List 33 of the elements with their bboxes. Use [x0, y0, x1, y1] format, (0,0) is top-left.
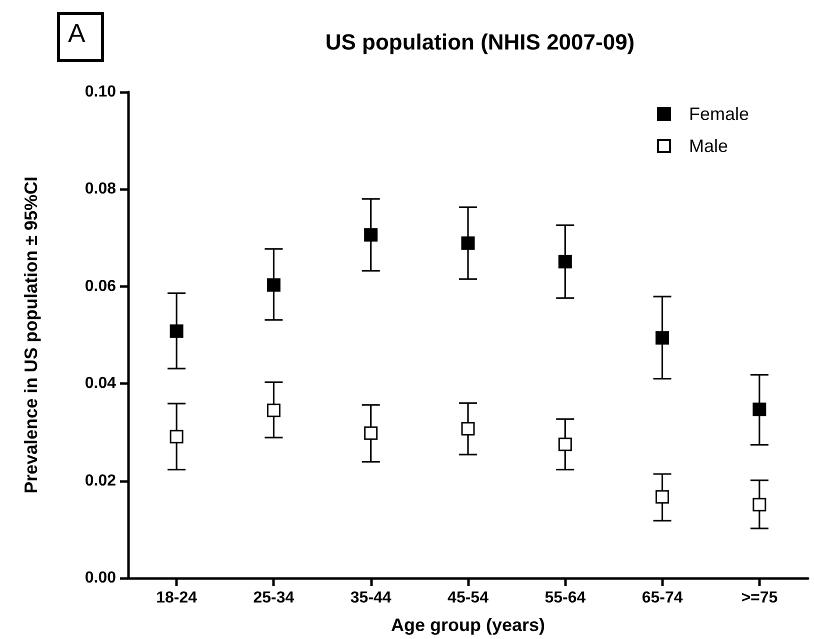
point [170, 430, 184, 444]
point [752, 402, 766, 416]
x-axis-title: Age group (years) [390, 615, 546, 635]
point [656, 490, 670, 504]
y-tick-label: 0.06 [84, 278, 116, 295]
point [170, 324, 184, 338]
chart-title: US population (NHIS 2007-09) [325, 30, 635, 54]
point [461, 236, 475, 250]
y-tick-label: 0.02 [84, 472, 116, 490]
y-tick-label: 0.08 [84, 180, 116, 198]
text: A [68, 18, 86, 48]
point [364, 228, 378, 242]
y-tick-label: 0.04 [84, 375, 116, 392]
point [266, 278, 280, 292]
point [558, 438, 572, 452]
y-tick-label: 0.00 [84, 570, 116, 586]
point [266, 404, 280, 418]
point [558, 254, 572, 268]
x-tick-label: 65-74 [642, 590, 683, 606]
point [461, 422, 475, 436]
x-tick-label: 18-24 [156, 590, 198, 606]
x-tick-label: 45-54 [448, 590, 489, 606]
y-tick-label: 0.10 [84, 84, 116, 100]
point [364, 426, 378, 440]
x-tick-label: 25-34 [253, 590, 294, 606]
x-tick-label: >=75 [741, 590, 778, 606]
x-tick-label: 35-44 [350, 590, 392, 606]
legend-label: Male [688, 136, 728, 156]
legend-label: Female [688, 104, 750, 124]
y-axis-title: Prevalence in US population ± 95%CI [21, 176, 41, 494]
point [752, 498, 766, 512]
point [656, 331, 670, 345]
x-tick-label: 55-64 [544, 590, 586, 606]
